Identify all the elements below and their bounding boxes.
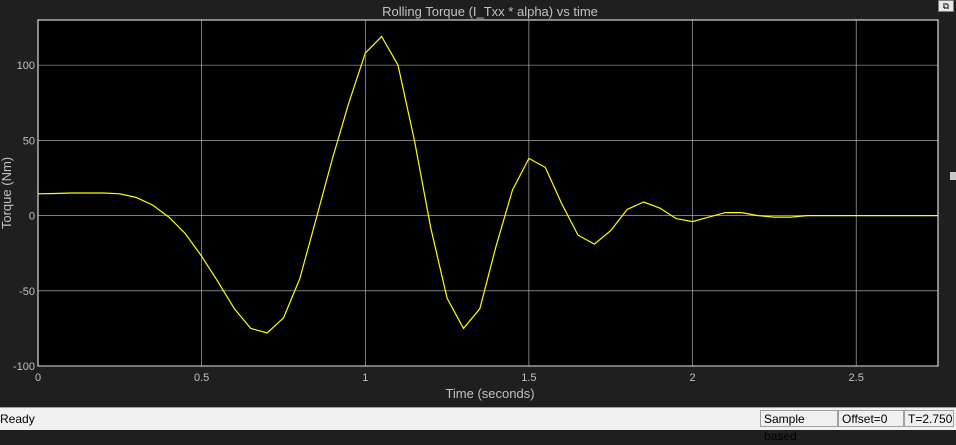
x-tick-label: 2 <box>689 372 695 384</box>
y-tick-label: 50 <box>23 135 35 147</box>
restore-window-button[interactable]: ⧉ <box>938 0 954 12</box>
tick-labels: 0 0.5 1 1.5 2 2.5 -100 -50 0 50 100 <box>13 60 864 384</box>
status-text: Ready <box>0 412 35 426</box>
x-tick-label: 0 <box>35 372 41 384</box>
status-bar: Ready Sample based Offset=0 T=2.750 <box>0 407 956 443</box>
y-tick-label: 0 <box>29 211 35 223</box>
time-indicator: T=2.750 <box>904 410 954 427</box>
offset-indicator: Offset=0 <box>838 410 904 427</box>
y-tick-label: 100 <box>17 60 35 72</box>
y-axis-label: Torque (Nm) <box>0 157 14 229</box>
y-tick-label: -50 <box>19 286 35 298</box>
grid-layer <box>38 20 938 367</box>
scope-plot: 0 0.5 1 1.5 2 2.5 -100 -50 0 50 100 Rolling Torque… <box>0 4 939 401</box>
scope-window: 0 0.5 1 1.5 2 2.5 -100 -50 0 50 100 Rolling Torque… <box>0 0 956 401</box>
resize-handle[interactable] <box>950 172 956 180</box>
x-axis-label: Time (seconds) <box>445 386 534 401</box>
x-tick-label: 1.5 <box>521 372 536 384</box>
chart-title: Rolling Torque (I_Txx * alpha) vs time <box>382 4 598 19</box>
restore-window-icon: ⧉ <box>942 1 950 11</box>
x-tick-label: 1 <box>362 372 368 384</box>
x-tick-label: 0.5 <box>194 372 209 384</box>
x-tick-label: 2.5 <box>849 372 864 384</box>
sample-mode-indicator: Sample based <box>760 410 838 443</box>
y-tick-label: -100 <box>13 361 35 373</box>
series-line <box>37 35 938 334</box>
plot-background <box>37 19 939 367</box>
